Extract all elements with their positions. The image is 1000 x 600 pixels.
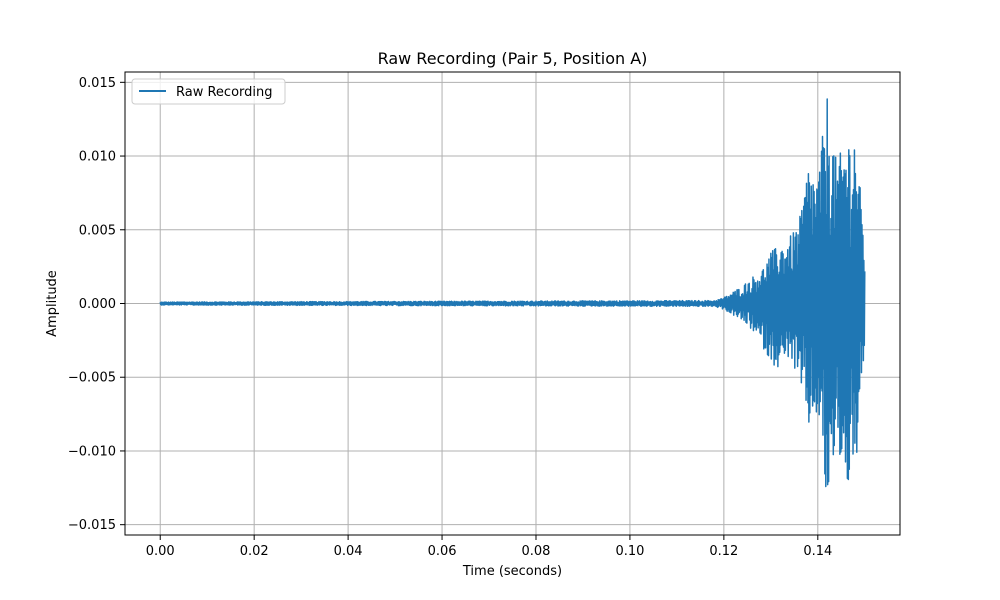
x-tick-label: 0.06 <box>428 544 457 559</box>
y-tick-label: 0.010 <box>79 150 116 165</box>
x-tick-label: 0.10 <box>615 544 644 559</box>
series-layer <box>159 98 866 488</box>
series-line-raw-recording <box>159 98 866 488</box>
chart-title: Raw Recording (Pair 5, Position A) <box>378 49 648 68</box>
y-tick-label: 0.000 <box>79 297 116 312</box>
x-tick-label: 0.00 <box>146 544 175 559</box>
x-tick-label: 0.14 <box>803 544 832 559</box>
legend: Raw Recording <box>131 78 286 105</box>
x-tick-label: 0.04 <box>334 544 363 559</box>
y-tick-label: 0.015 <box>79 76 116 91</box>
x-tick-label: 0.08 <box>522 544 551 559</box>
x-axis-label: Time (seconds) <box>462 564 562 579</box>
x-axis: 0.00 0.02 0.04 0.06 0.08 0.10 0.12 0.14 <box>146 535 832 559</box>
y-tick-label: −0.005 <box>68 371 116 386</box>
y-axis-label: Amplitude <box>45 270 60 337</box>
y-axis: −0.015 −0.010 −0.005 0.000 0.005 0.010 0.015 <box>68 76 125 533</box>
y-tick-label: −0.015 <box>68 518 116 533</box>
legend-label: Raw Recording <box>176 85 273 100</box>
y-tick-label: 0.005 <box>79 223 116 238</box>
x-tick-label: 0.02 <box>240 544 269 559</box>
legend-box <box>131 78 286 105</box>
x-tick-label: 0.12 <box>709 544 738 559</box>
y-tick-label: −0.010 <box>68 444 116 459</box>
